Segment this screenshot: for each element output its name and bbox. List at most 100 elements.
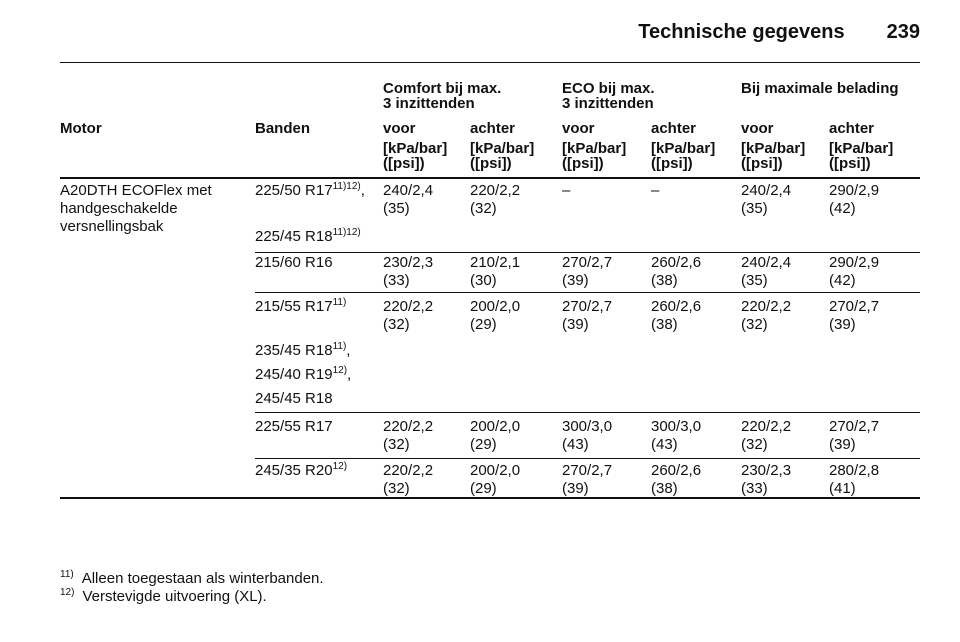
rule	[255, 458, 920, 459]
pressure: 240/2,4	[741, 182, 792, 199]
pressure: 300/3,0	[651, 418, 702, 435]
pressure: (32)	[470, 200, 497, 217]
pressure: (38)	[651, 316, 678, 333]
pressure: 270/2,7	[562, 254, 613, 271]
footnote: 11) Alleen toegestaan als winterbanden.	[60, 569, 324, 588]
pressure: (38)	[651, 480, 678, 497]
tyre-size: 245/45 R18	[255, 390, 333, 407]
tyre-size: 235/45 R18	[255, 342, 333, 359]
pressure: 290/2,9	[829, 254, 880, 271]
group-header: Comfort bij max.	[383, 80, 502, 97]
pressure: (43)	[562, 436, 589, 453]
motor: handgeschakelde	[60, 200, 178, 217]
punctuation: ,	[360, 182, 365, 199]
rule	[255, 292, 920, 293]
pressure: (39)	[562, 480, 589, 497]
pressure: (30)	[470, 272, 497, 289]
pressure: 240/2,4	[383, 182, 434, 199]
pressure: 270/2,7	[829, 298, 880, 315]
tyre: 225/50 R1711)12),	[255, 182, 365, 200]
footnote-ref: 11)	[332, 341, 347, 352]
pressure: 290/2,9	[829, 182, 880, 199]
column-header: Motor	[60, 120, 102, 137]
header-title: Technische gegevens	[638, 21, 845, 43]
footnote-ref: 12)	[332, 365, 348, 376]
footnote-mark: 11)	[60, 569, 74, 580]
page-number: 239	[886, 21, 920, 43]
pressure: (38)	[651, 272, 678, 289]
rule	[255, 412, 920, 413]
pressure: (29)	[470, 480, 497, 497]
punctuation: ,	[347, 366, 352, 383]
pressure: 210/2,1	[470, 254, 521, 271]
pressure: 270/2,7	[562, 462, 613, 479]
pressure: 300/3,0	[562, 418, 613, 435]
group-header: ECO bij max.	[562, 80, 655, 97]
tyre-size: 245/40 R19	[255, 366, 333, 383]
pressure: –	[562, 182, 571, 199]
unit: [kPa/bar]	[829, 140, 894, 157]
group-header: 3 inzittenden	[383, 95, 475, 112]
pressure: (29)	[470, 436, 497, 453]
tyre: 225/55 R17	[255, 418, 333, 435]
pressure: (35)	[383, 200, 410, 217]
unit: ([psi])	[651, 155, 693, 172]
pressure: 230/2,3	[383, 254, 434, 271]
unit: ([psi])	[470, 155, 512, 172]
column-header: achter	[651, 120, 697, 137]
group-header: Bij maximale belading	[741, 80, 899, 97]
tyre-size: 225/50 R17	[255, 182, 333, 199]
unit: ([psi])	[829, 155, 871, 172]
footnote-text: Verstevigde uitvoering (XL).	[82, 588, 267, 605]
pressure: 260/2,6	[651, 254, 702, 271]
pressure: (35)	[741, 200, 768, 217]
column-header: voor	[562, 120, 595, 137]
unit: ([psi])	[741, 155, 783, 172]
tyre: 215/55 R1711)	[255, 298, 346, 316]
pressure: 240/2,4	[741, 254, 792, 271]
pressure: 220/2,2	[470, 182, 521, 199]
tyre: 215/60 R16	[255, 254, 333, 271]
column-header: achter	[829, 120, 875, 137]
tyre: 225/45 R1811)12)	[255, 228, 361, 246]
column-header: Banden	[255, 120, 311, 137]
pressure: 220/2,2	[383, 298, 434, 315]
unit: ([psi])	[383, 155, 425, 172]
unit: [kPa/bar]	[562, 140, 627, 157]
unit: [kPa/bar]	[651, 140, 716, 157]
tyre: 235/45 R1811),	[255, 341, 350, 360]
tyre-size: 245/35 R20	[255, 462, 333, 479]
pressure: 260/2,6	[651, 298, 702, 315]
pressure: (39)	[562, 316, 589, 333]
tyre: 245/40 R1912),	[255, 365, 352, 384]
pressure: (41)	[829, 480, 856, 497]
tyre: 245/45 R18	[255, 390, 333, 407]
motor: versnellingsbak	[60, 218, 164, 235]
pressure: (42)	[829, 200, 856, 217]
rule	[60, 177, 920, 179]
unit: [kPa/bar]	[470, 140, 535, 157]
pressure: (29)	[470, 316, 497, 333]
unit: [kPa/bar]	[741, 140, 806, 157]
pressure: (42)	[829, 272, 856, 289]
pressure: 230/2,3	[741, 462, 792, 479]
column-header: voor	[383, 120, 416, 137]
tyre-size: 215/60 R16	[255, 254, 333, 271]
tyre-size: 225/45 R18	[255, 228, 333, 245]
pressure: 200/2,0	[470, 462, 521, 479]
tyre: 245/35 R2012)	[255, 461, 348, 480]
pressure: (39)	[562, 272, 589, 289]
pressure: 220/2,2	[383, 462, 434, 479]
rule	[255, 252, 920, 253]
pressure: (32)	[741, 436, 768, 453]
footnote: 12) Verstevigde uitvoering (XL).	[60, 587, 267, 606]
pressure: (32)	[383, 480, 410, 497]
pressure: (32)	[383, 316, 410, 333]
pressure: 200/2,0	[470, 298, 521, 315]
pressure: 220/2,2	[741, 418, 792, 435]
rule	[60, 497, 920, 499]
pressure: (33)	[741, 480, 768, 497]
footnote-mark: 12)	[60, 587, 75, 598]
pressure: 280/2,8	[829, 462, 880, 479]
footnote-ref: 12)	[332, 461, 348, 472]
